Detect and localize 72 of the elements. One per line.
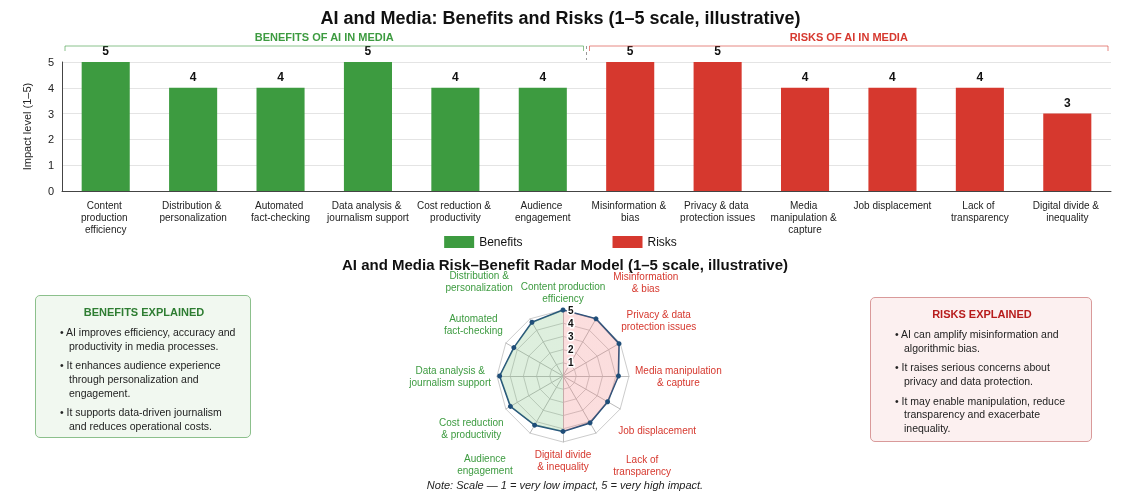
spoke-label: Cost reduction & productivity [439,417,504,441]
x-tick-label: Distribution & personalization [159,199,227,223]
text: RISKS OF AI IN MEDIA [789,31,908,43]
bar [1043,113,1092,191]
y-tick-label: 4 [47,81,54,94]
chart-title: AI and Media: Benefits and Risks (1–5 scale, illustrative) [320,8,801,28]
text: Note: Scale — 1 = very low impact, 5 = very high impact. [426,478,704,491]
y-axis-title: Impact level (1–5) [20,82,33,171]
text: • It may enable manipulation, reduce transparency and exacerbate inequality. [895,394,1067,436]
x-tick-label: Content production efficiency [80,199,131,235]
text: RISKS EXPLAINED [931,308,1033,320]
text: • It raises serious concerns about privacy and data protection. [895,361,1051,389]
x-tick-label: Automated fact-checking [251,199,310,223]
x-tick-label: Job displacement [853,199,932,211]
spoke-label: Automated fact-checking [443,312,503,336]
data-label: 4 [452,69,460,84]
bar [256,87,305,191]
bar [606,62,655,191]
data-label: 4 [976,69,984,84]
legend-label: Benefits [479,235,523,249]
bar [518,87,567,191]
x-tick-label: Lack of transparency [950,199,1009,223]
spoke-label: Digital divide & inequality [534,448,592,472]
y-tick-label: 5 [47,56,54,68]
data-label: 4 [189,69,197,84]
data-label: 5 [714,44,722,58]
text: BENEFITS EXPLAINED [82,306,206,318]
x-tick-label: Media manipulation & capture [770,199,840,235]
text: • AI improves efficiency, accuracy and productivity in media processes. [60,326,237,354]
spoke-label: Audience engagement [457,452,513,476]
spoke-label: Data analysis & journalism support [408,364,492,388]
bar [955,87,1004,191]
legend-label: Risks [647,235,677,249]
spoke-label: Privacy & data protection issues [621,309,697,333]
spoke-label: Distribution & personalization [445,269,513,293]
data-label: 4 [801,69,809,84]
bar [343,62,392,191]
y-tick-label: 2 [568,344,574,356]
y-tick-label: 1 [47,159,54,172]
data-label: 3 [1063,95,1071,110]
spoke-label: Job displacement [618,424,697,436]
spoke-label: Media manipulation & capture [635,364,722,388]
data-label: 5 [364,44,372,58]
text: • It enhances audience experience through personalization and engagement. [60,359,222,401]
x-tick-label: Cost reduction & productivity [417,199,494,223]
bar [169,87,218,191]
y-tick-label: 3 [47,107,54,120]
x-tick-label: Digital divide & inequality [1032,199,1102,223]
data-label: 4 [539,69,547,84]
text: BENEFITS OF AI IN MEDIA [254,31,394,43]
data-label: 5 [626,44,634,58]
x-tick-label: Audience engagement [514,199,571,223]
bar [431,87,480,191]
x-tick-label: Misinformation & bias [591,199,669,223]
bar [868,87,917,191]
spoke-label: Lack of transparency [613,454,672,478]
data-label: 4 [889,69,897,84]
y-tick-label: 4 [568,317,574,329]
data-label: 5 [102,44,110,58]
y-tick-label: 2 [47,133,54,146]
y-tick-label: 0 [47,185,54,197]
text: • It supports data-driven journalism and reduces operational costs. [60,406,223,434]
x-tick-label: Data analysis & journalism support [326,199,410,223]
data-label: 4 [277,69,285,84]
bar [781,87,830,191]
y-tick-label: 1 [568,357,574,369]
y-tick-label: 3 [568,330,574,342]
x-tick-label: Privacy & data protection issues [680,199,756,223]
text: • AI can amplify misinformation and algorithmic bias. [895,328,1060,356]
spoke-label: Content production efficiency [520,280,606,304]
bar [81,62,130,191]
bar [693,62,742,191]
